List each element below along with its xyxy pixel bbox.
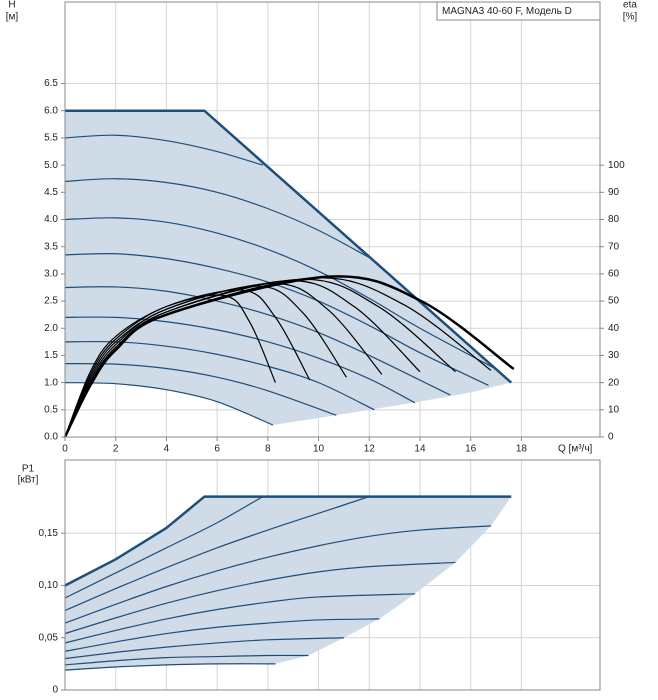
- x-tick-label: 0: [62, 444, 68, 455]
- pump-curve: [64, 654, 309, 666]
- y-axis-unit: [м]: [6, 12, 19, 23]
- x-tick-label: 12: [364, 444, 376, 455]
- x-tick-label: 10: [313, 444, 325, 455]
- pump-curve: [64, 178, 370, 259]
- y2-tick-label: 10: [608, 404, 620, 415]
- pump-curve: [64, 134, 263, 166]
- y-tick-label: 1.0: [44, 377, 58, 388]
- y-tick-label: 4.0: [44, 214, 58, 225]
- y2-axis-unit: [%]: [623, 12, 638, 23]
- y2-tick-label: 90: [608, 187, 620, 198]
- y2-tick-label: 70: [608, 241, 620, 252]
- y-tick-label: 2.5: [44, 296, 58, 307]
- pump-curve: [64, 561, 456, 635]
- pump-curve: [64, 382, 274, 426]
- model-label: MAGNA3 40-60 F, Модель D: [442, 6, 572, 17]
- x-tick-label: 14: [414, 444, 426, 455]
- plot-layer: 0.0 0.5 1.0 1.5 2.0 2.5 3.0 3.5 4.0 4.5 5.0 5.5 6.0 6…: [39, 1, 625, 696]
- operating-area: [65, 110, 512, 426]
- efficiency-curve: [64, 289, 311, 438]
- y-tick-label: 0,05: [39, 632, 59, 643]
- y-tick-label: 3.0: [44, 269, 58, 280]
- operating-area: [65, 496, 512, 671]
- y-tick-label: 0,15: [39, 528, 59, 539]
- efficiency-curve: [63, 275, 515, 438]
- pump-curve: [64, 618, 380, 652]
- y2-tick-label: 100: [608, 160, 625, 171]
- x-tick-label: 8: [265, 444, 271, 455]
- y-tick-label: 3.5: [44, 241, 58, 252]
- pump-curve: [64, 362, 337, 416]
- x-tick-label: 6: [214, 444, 220, 455]
- y-tick-label: 0.0: [44, 432, 58, 443]
- efficiency-curve: [64, 282, 383, 438]
- y2-tick-label: 0: [608, 432, 614, 443]
- y-tick-label: 1.5: [44, 350, 58, 361]
- pump-curve: [64, 593, 415, 644]
- pump-curve: [64, 495, 512, 587]
- y2-tick-label: 40: [608, 323, 620, 334]
- x-tick-label: 4: [164, 444, 170, 455]
- y2-axis-label: eta: [623, 0, 637, 11]
- y-tick-label: 0.5: [44, 404, 58, 415]
- pump-curve: [65, 109, 513, 384]
- plot-frame: [64, 459, 601, 691]
- x-tick-label: 2: [113, 444, 119, 455]
- pump-curve: [64, 663, 276, 671]
- pump-curve: [64, 637, 344, 660]
- y2-tick-label: 50: [608, 296, 620, 307]
- y2-tick-label: 30: [608, 350, 620, 361]
- y2-tick-label: 20: [608, 377, 620, 388]
- pump-curve: [64, 253, 489, 386]
- pump-curve: [64, 286, 451, 396]
- pump-curve: [64, 316, 416, 404]
- pump-curve: [64, 525, 492, 624]
- y2-tick-label: 80: [608, 214, 620, 225]
- model-box: [436, 1, 601, 21]
- y-tick-label: 0: [52, 685, 58, 696]
- x-tick-label: 16: [465, 444, 477, 455]
- y-tick-label: 6.0: [44, 105, 58, 116]
- y-tick-label: 6.5: [44, 78, 58, 89]
- efficiency-curve: [64, 278, 456, 438]
- y-tick-label: 2.0: [44, 323, 58, 334]
- y-axis-unit: [кВт]: [18, 475, 39, 486]
- y-tick-label: 4.5: [44, 187, 58, 198]
- y-tick-label: 5.5: [44, 133, 58, 144]
- pump-curve: [64, 217, 497, 370]
- y-axis-label: H: [8, 0, 15, 11]
- y2-tick-label: 60: [608, 269, 620, 280]
- y-axis-label: P1: [22, 464, 35, 475]
- pump-curve: [64, 496, 370, 612]
- x-axis-label: Q [м³/ч]: [558, 444, 593, 455]
- pump-curve: [64, 496, 264, 599]
- y-tick-label: 5.0: [44, 160, 58, 171]
- x-tick-label: 18: [516, 444, 528, 455]
- y-tick-label: 0,10: [39, 580, 59, 591]
